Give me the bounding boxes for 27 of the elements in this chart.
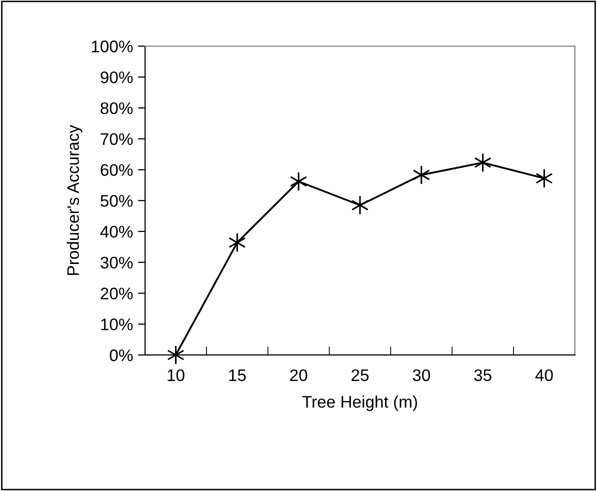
point xyxy=(412,165,430,185)
x-tick-label: 10 xyxy=(168,369,184,382)
y-tick-label: 70% xyxy=(100,133,133,146)
point xyxy=(167,345,184,365)
point xyxy=(474,152,492,172)
x-tick-label: 35 xyxy=(474,369,492,382)
x-tick-label: 30 xyxy=(412,369,430,382)
x-tick-label: 20 xyxy=(290,369,308,382)
y-tick-label: 90% xyxy=(100,71,133,84)
y-tick-label: 80% xyxy=(100,102,133,114)
point xyxy=(351,195,369,215)
point xyxy=(536,168,553,188)
y-tick-label: 0% xyxy=(110,349,133,362)
point xyxy=(228,232,246,252)
x-tick-label: 25 xyxy=(352,369,369,382)
y-tick-label: 30% xyxy=(100,256,133,269)
y-tick-label: 100% xyxy=(92,40,133,52)
x-axis-title: Tree Height (m) xyxy=(302,396,417,412)
x-tick-label: 40 xyxy=(535,369,553,382)
x-tick-label: 15 xyxy=(229,369,246,382)
y-tick-label: 60% xyxy=(100,164,133,176)
y-axis-title: Producer's Accuracy xyxy=(66,124,82,275)
y-tick-label: 20% xyxy=(100,288,133,300)
y-tick-label: 50% xyxy=(100,194,133,207)
y-tick-label: 40% xyxy=(100,226,133,238)
point xyxy=(290,172,308,192)
y-tick-label: 10% xyxy=(101,318,133,330)
